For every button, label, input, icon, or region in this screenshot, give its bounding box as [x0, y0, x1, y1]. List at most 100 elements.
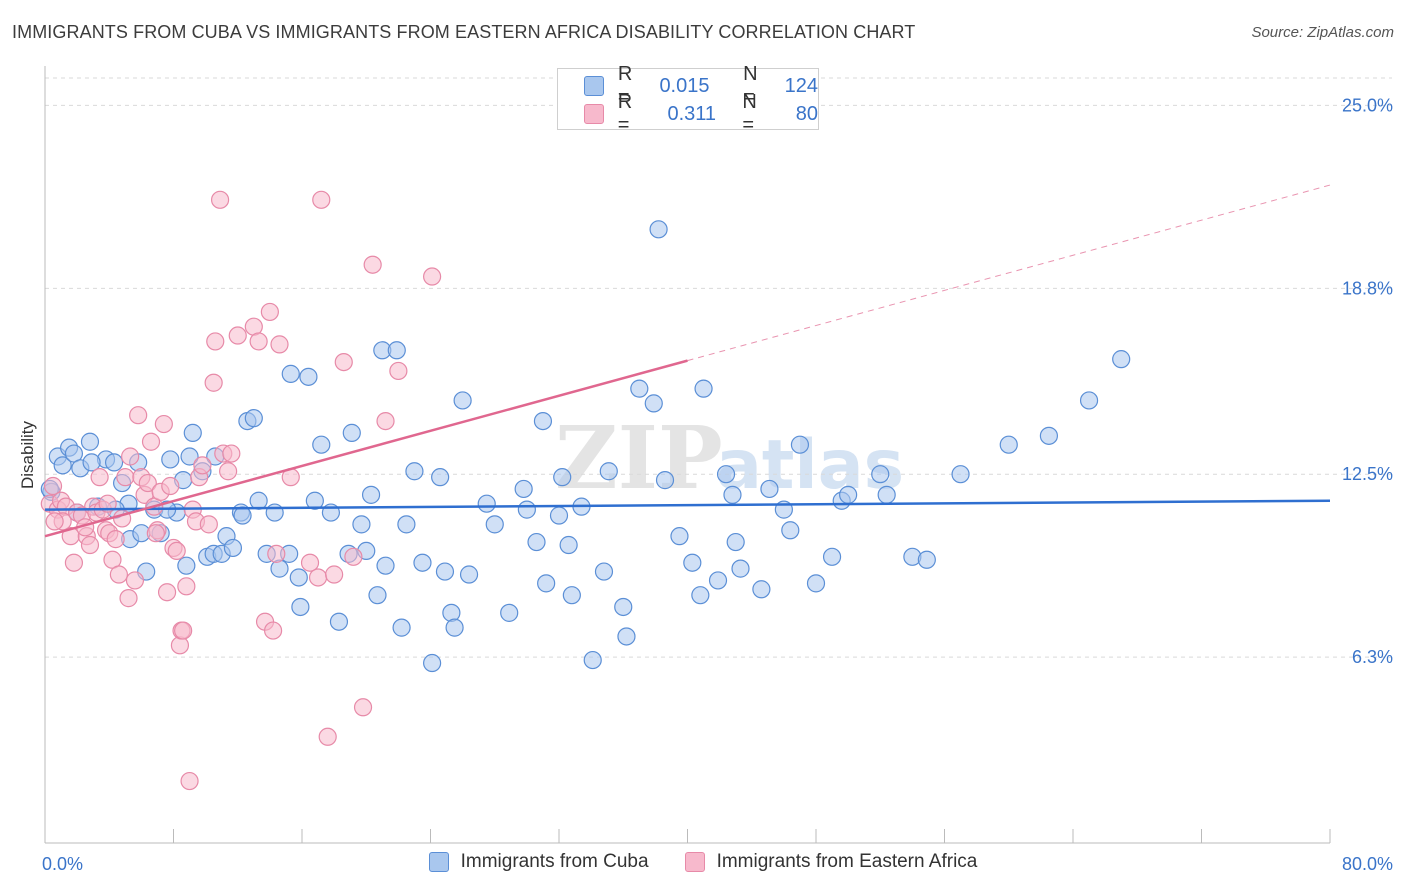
eastern-africa-point: [80, 535, 100, 555]
eastern-africa-point: [106, 530, 125, 549]
eastern-africa-point: [90, 468, 109, 487]
cuba-point: [760, 479, 779, 499]
cuba-point: [183, 423, 202, 442]
cuba-point: [431, 468, 450, 487]
eastern-africa-point: [177, 577, 196, 596]
n-label: N =: [743, 63, 758, 108]
eastern-africa-point: [193, 456, 212, 475]
cuba-point: [951, 465, 970, 484]
eastern-africa-point: [376, 411, 395, 431]
series-legend-cuba[interactable]: Immigrants from Cuba: [428, 851, 649, 873]
cuba-point: [649, 220, 668, 239]
cuba-point: [1112, 350, 1131, 369]
cuba-point: [822, 547, 842, 566]
cuba-point: [361, 485, 381, 504]
cuba-point: [871, 465, 890, 484]
cuba-point: [726, 532, 745, 552]
y-tick-label: 6.3%: [1352, 647, 1393, 667]
eastern-africa-point: [119, 589, 138, 608]
cuba-point: [694, 379, 713, 398]
eastern-africa-point: [210, 190, 230, 209]
cuba-point: [485, 515, 504, 534]
eastern-africa-point: [325, 565, 344, 584]
eastern-africa-point: [141, 432, 161, 451]
pink-swatch-icon: [684, 852, 705, 872]
cuba-point: [82, 453, 101, 472]
blue-swatch-icon: [428, 852, 449, 872]
eastern-africa-point: [270, 335, 289, 354]
cuba-point: [839, 485, 858, 504]
cuba-point: [244, 409, 263, 428]
cuba-point: [723, 485, 742, 504]
cuba-point: [617, 627, 636, 646]
cuba-point: [549, 506, 569, 525]
cuba-point: [553, 468, 572, 487]
cuba-point: [453, 391, 472, 410]
eastern-africa-point: [146, 524, 165, 543]
eastern-africa-point: [109, 565, 128, 584]
eastern-africa-point: [263, 621, 283, 640]
eastern-africa-point: [312, 190, 331, 209]
cuba-point: [291, 597, 310, 617]
eastern-africa-point: [300, 553, 320, 572]
eastern-africa-point: [125, 571, 145, 590]
series-legend: Immigrants from Cuba Immigrants from Eas…: [0, 851, 1406, 873]
eastern-africa-point: [318, 727, 337, 746]
eastern-africa-point: [167, 541, 186, 561]
n-value: 124: [784, 74, 819, 97]
watermark-atlas: atlas: [716, 426, 904, 505]
cuba-point: [387, 341, 406, 360]
cuba-trend-line: [44, 499, 1331, 511]
cuba-point: [223, 538, 243, 558]
cuba-point: [329, 612, 349, 631]
chart-title: IMMIGRANTS FROM CUBA VS IMMIGRANTS FROM …: [12, 22, 916, 42]
y-tick-label: 25.0%: [1342, 95, 1393, 115]
cuba-point: [289, 568, 308, 587]
cuba-point: [790, 435, 810, 454]
cuba-point: [630, 379, 649, 398]
cuba-point: [537, 574, 556, 593]
eastern-africa-trend-extension: [687, 184, 1331, 362]
cuba-point: [527, 532, 546, 552]
eastern-africa-point: [260, 302, 279, 322]
cuba-point: [270, 559, 289, 578]
eastern-africa-point: [222, 444, 241, 463]
r-value: 0.311: [667, 102, 717, 125]
cuba-point: [180, 447, 199, 466]
cuba-point: [405, 462, 424, 481]
eastern-africa-point: [267, 544, 286, 563]
cuba-point: [917, 550, 936, 569]
cuba-point: [445, 618, 464, 637]
cuba-point: [562, 586, 581, 605]
cuba-point: [423, 653, 442, 673]
cuba-point: [376, 556, 395, 575]
y-tick-label: 18.8%: [1342, 278, 1393, 298]
cuba-point: [752, 580, 771, 599]
x-tick-label: 0.0%: [42, 854, 83, 874]
series-legend-eastern-africa[interactable]: Immigrants from Eastern Africa: [684, 851, 977, 873]
n-value: 80: [795, 102, 818, 125]
cuba-point: [691, 586, 710, 605]
cuba-point: [614, 597, 633, 617]
cuba-point: [670, 527, 689, 546]
n-label: N =: [742, 91, 757, 136]
eastern-africa-point: [121, 447, 140, 466]
cuba-point: [1079, 391, 1099, 410]
cuba-point: [442, 603, 461, 622]
cuba-point: [299, 367, 318, 386]
cuba-point: [459, 565, 479, 584]
eastern-africa-point: [199, 515, 218, 534]
cuba-point: [104, 453, 124, 472]
cuba-point: [265, 503, 284, 522]
r-label: R =: [617, 91, 633, 136]
eastern-africa-trend-line: [44, 359, 688, 538]
blue-swatch-icon: [584, 76, 604, 96]
eastern-africa-point: [389, 361, 408, 381]
cuba-point: [352, 515, 371, 534]
cuba-point: [655, 471, 675, 490]
cuba-point: [477, 494, 496, 513]
cuba-point: [305, 491, 324, 510]
y-tick-label: 12.5%: [1342, 464, 1393, 484]
eastern-africa-point: [174, 621, 193, 640]
cuba-point: [877, 485, 896, 504]
